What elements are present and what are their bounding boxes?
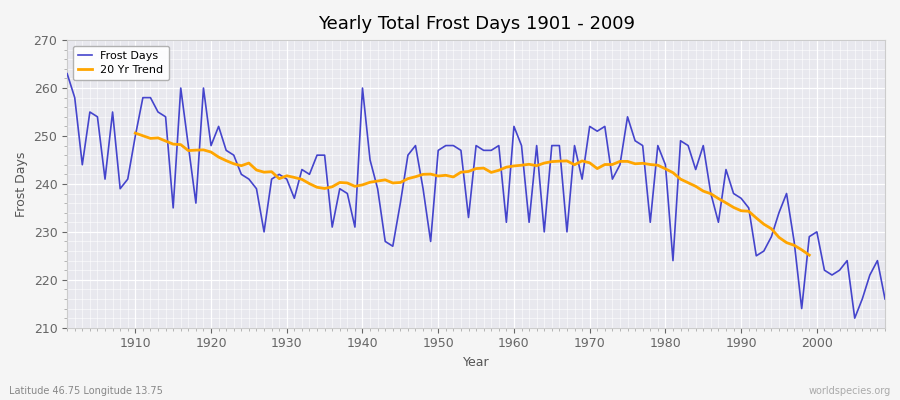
Y-axis label: Frost Days: Frost Days [15,151,28,217]
Frost Days [335,186,346,191]
Frost Days [62,71,73,76]
Text: Latitude 46.75 Longitude 13.75: Latitude 46.75 Longitude 13.75 [9,386,163,396]
X-axis label: Year: Year [463,356,490,369]
Frost Days [850,316,860,320]
Frost Days [599,124,610,129]
20 Yr Trend [130,131,140,136]
20 Yr Trend [706,191,716,196]
Line: 20 Yr Trend: 20 Yr Trend [135,133,809,255]
Frost Days [289,196,300,201]
20 Yr Trend [774,235,785,240]
Legend: Frost Days, 20 Yr Trend: Frost Days, 20 Yr Trend [73,46,169,80]
Frost Days [122,177,133,182]
Title: Yearly Total Frost Days 1901 - 2009: Yearly Total Frost Days 1901 - 2009 [318,15,634,33]
Line: Frost Days: Frost Days [68,74,885,318]
20 Yr Trend [690,184,701,189]
20 Yr Trend [599,162,610,167]
20 Yr Trend [335,180,346,185]
Frost Days [501,220,512,225]
20 Yr Trend [220,158,231,163]
20 Yr Trend [804,253,814,258]
Text: worldspecies.org: worldspecies.org [809,386,891,396]
Frost Days [879,296,890,301]
Frost Days [508,124,519,129]
